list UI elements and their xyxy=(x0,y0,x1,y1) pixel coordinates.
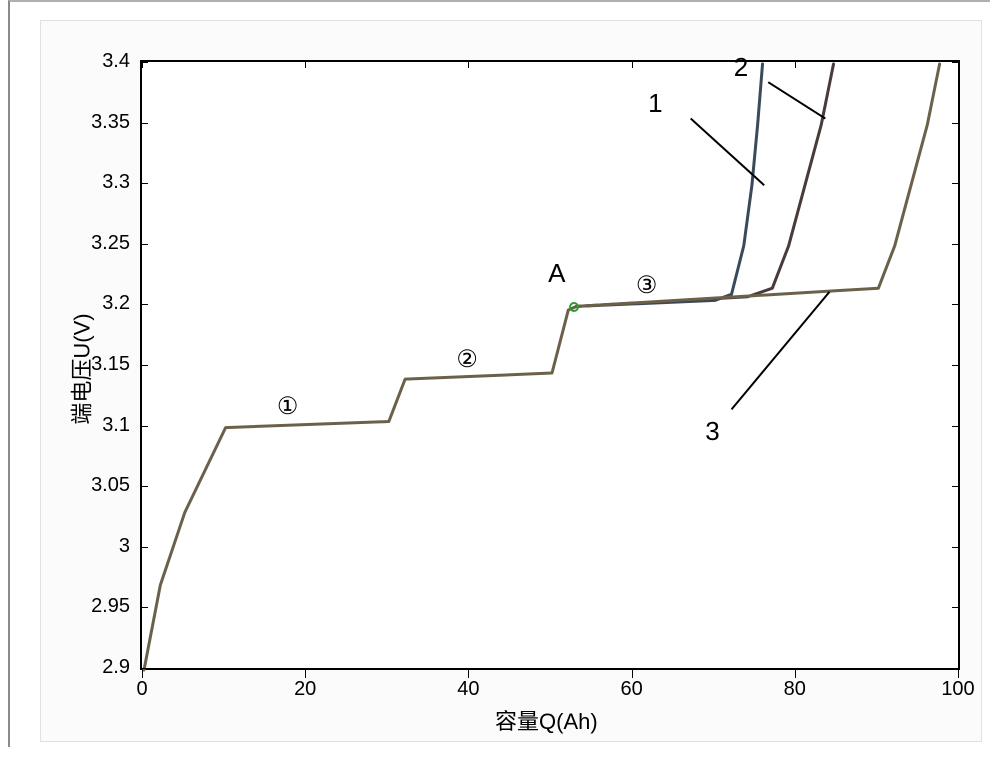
series-label-2: 2 xyxy=(734,52,748,83)
y-tick-label: 3.15 xyxy=(91,353,130,376)
y-tick-label: 2.95 xyxy=(91,595,130,618)
y-tick xyxy=(140,304,148,305)
point-a-marker xyxy=(569,302,579,312)
y-tick xyxy=(140,183,148,184)
y-tick-label: 3 xyxy=(119,535,130,558)
leader-line-1 xyxy=(691,119,764,186)
y-tick xyxy=(952,426,960,427)
x-axis-label: 容量Q(Ah) xyxy=(495,704,598,736)
y-tick xyxy=(952,486,960,487)
x-tick xyxy=(795,60,796,68)
x-tick xyxy=(468,60,469,68)
point-a-label: A xyxy=(548,258,565,289)
y-tick xyxy=(952,244,960,245)
plateau-marker: ① xyxy=(277,392,299,421)
y-tick-label: 3.4 xyxy=(102,50,130,73)
chart-svg xyxy=(142,62,962,672)
y-tick-label: 3.25 xyxy=(91,232,130,255)
plateau-marker: ③ xyxy=(636,271,658,300)
x-tick-label: 60 xyxy=(612,678,652,701)
leader-line-2 xyxy=(768,82,825,118)
y-tick xyxy=(952,547,960,548)
x-tick xyxy=(142,670,143,678)
y-tick xyxy=(140,668,148,669)
x-tick-label: 80 xyxy=(775,678,815,701)
y-tick xyxy=(952,62,960,63)
x-tick-label: 0 xyxy=(122,678,162,701)
y-tick xyxy=(140,365,148,366)
y-tick xyxy=(952,123,960,124)
y-tick xyxy=(140,547,148,548)
y-tick-label: 2.9 xyxy=(102,656,130,679)
y-tick xyxy=(140,123,148,124)
y-tick xyxy=(952,183,960,184)
x-tick-label: 40 xyxy=(448,678,488,701)
x-tick xyxy=(305,60,306,68)
y-tick xyxy=(140,62,148,63)
series-label-3: 3 xyxy=(705,416,719,447)
leader-line-3 xyxy=(732,292,830,410)
x-tick xyxy=(305,670,306,678)
plateau-marker: ② xyxy=(456,345,478,374)
y-tick-label: 3.2 xyxy=(102,292,130,315)
y-tick xyxy=(140,244,148,245)
x-tick xyxy=(958,670,959,678)
y-tick xyxy=(952,304,960,305)
curve-curve1 xyxy=(576,64,762,306)
y-tick xyxy=(140,486,148,487)
y-tick-label: 3.35 xyxy=(91,111,130,134)
y-tick-label: 3.1 xyxy=(102,414,130,437)
x-tick-label: 20 xyxy=(285,678,325,701)
y-tick-label: 3.3 xyxy=(102,171,130,194)
y-tick xyxy=(140,426,148,427)
series-label-1: 1 xyxy=(648,88,662,119)
x-tick-label: 100 xyxy=(938,678,978,701)
plot-area xyxy=(140,60,960,670)
x-tick xyxy=(632,60,633,68)
x-tick xyxy=(795,670,796,678)
y-tick-label: 3.05 xyxy=(91,474,130,497)
curve-curve3 xyxy=(576,64,939,306)
y-tick xyxy=(952,607,960,608)
y-tick xyxy=(952,668,960,669)
x-tick xyxy=(468,670,469,678)
y-tick xyxy=(952,365,960,366)
x-tick xyxy=(632,670,633,678)
y-tick xyxy=(140,607,148,608)
common-curve xyxy=(144,306,576,670)
